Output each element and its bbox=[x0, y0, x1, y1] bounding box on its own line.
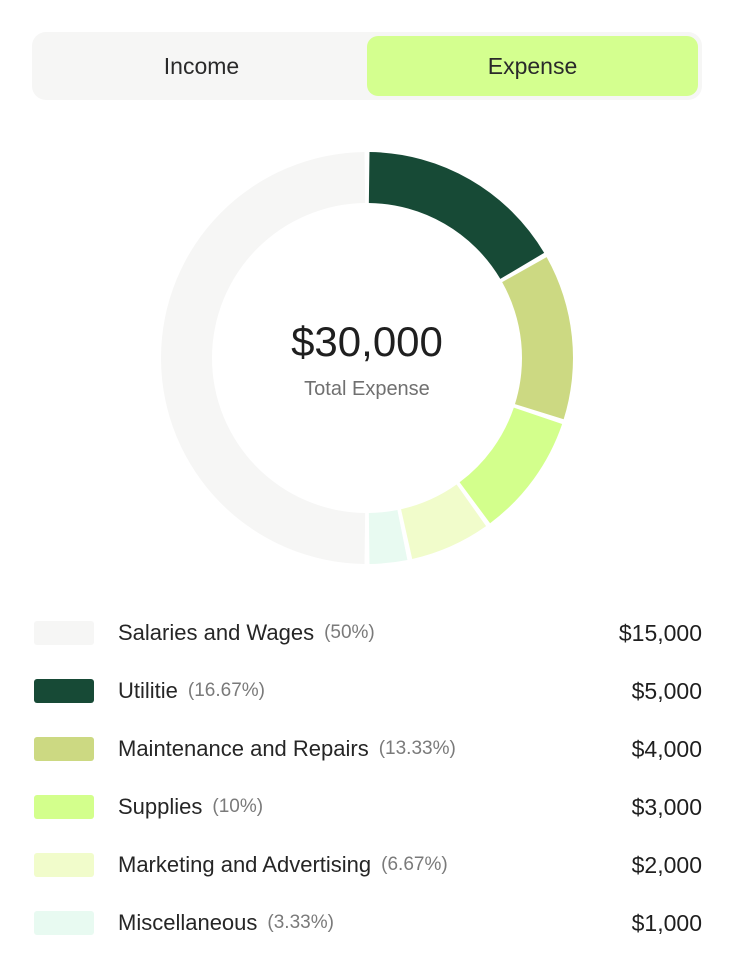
donut-slice-supplies[interactable] bbox=[459, 407, 563, 524]
legend-amount: $3,000 bbox=[631, 793, 702, 820]
legend-swatch bbox=[34, 853, 94, 877]
legend-amount: $1,000 bbox=[631, 909, 702, 936]
legend-label: Supplies bbox=[118, 794, 203, 819]
donut-slice-salaries-and-wages[interactable] bbox=[161, 152, 366, 564]
legend-percent: (16.67%) bbox=[187, 680, 266, 701]
donut-slice-maintenance-and-repairs[interactable] bbox=[502, 257, 573, 420]
donut-slice-marketing-and-advertising[interactable] bbox=[401, 484, 487, 559]
legend-amount: $2,000 bbox=[631, 851, 702, 878]
legend-label: Maintenance and Repairs bbox=[118, 736, 369, 761]
legend-label: Marketing and Advertising bbox=[118, 852, 372, 877]
legend-swatch bbox=[34, 795, 94, 819]
legend-item: Supplies (10%) $3,000 bbox=[34, 778, 702, 836]
legend-percent: (3.33%) bbox=[267, 912, 334, 933]
legend-item: Utilitie (16.67%) $5,000 bbox=[34, 662, 702, 720]
legend-item: Maintenance and Repairs (13.33%) $4,000 bbox=[34, 720, 702, 778]
legend-swatch bbox=[34, 621, 94, 645]
donut-slice-miscellaneous[interactable] bbox=[368, 509, 408, 564]
legend-percent: (10%) bbox=[212, 796, 264, 817]
income-expense-toggle: Income Expense bbox=[32, 32, 702, 100]
legend-percent: (13.33%) bbox=[378, 738, 456, 759]
total-amount: $30,000 bbox=[291, 318, 443, 365]
tab-expense[interactable]: Expense bbox=[367, 36, 698, 96]
legend-amount: $4,000 bbox=[631, 735, 702, 762]
legend-item: Marketing and Advertising (6.67%) $2,000 bbox=[34, 836, 702, 894]
tab-income[interactable]: Income bbox=[163, 52, 240, 79]
expense-donut-chart: $30,000 Total Expense bbox=[161, 152, 573, 564]
legend-percent: (6.67%) bbox=[381, 854, 448, 875]
legend-swatch bbox=[34, 679, 94, 703]
legend-item: Salaries and Wages (50%) $15,000 bbox=[34, 604, 702, 662]
legend-swatch bbox=[34, 737, 94, 761]
legend-label: Utilitie bbox=[118, 678, 178, 703]
legend-item: Miscellaneous (3.33%) $1,000 bbox=[34, 894, 702, 952]
donut-slices bbox=[161, 152, 573, 564]
donut-slice-utilitie[interactable] bbox=[368, 152, 545, 279]
legend-amount: $15,000 bbox=[618, 619, 702, 646]
legend-label: Miscellaneous bbox=[118, 910, 258, 935]
total-caption: Total Expense bbox=[304, 378, 430, 400]
legend-amount: $5,000 bbox=[631, 677, 702, 704]
legend-percent: (50%) bbox=[324, 622, 375, 643]
legend-label: Salaries and Wages bbox=[118, 620, 315, 645]
expense-legend: Salaries and Wages (50%) $15,000 Utilitie (1… bbox=[34, 604, 702, 952]
legend-swatch bbox=[34, 911, 94, 935]
